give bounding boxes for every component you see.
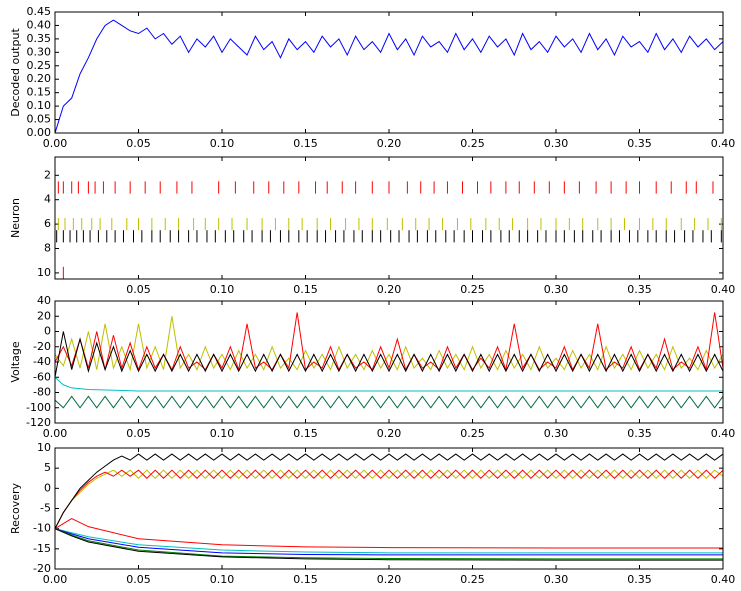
- y-axis-label: Voltage: [9, 341, 22, 382]
- y-tick-label: -60: [33, 370, 51, 383]
- line-series: [54, 528, 723, 560]
- x-tick-label: 0.15: [293, 283, 318, 296]
- x-tick-label: 0.05: [126, 283, 151, 296]
- y-tick-label: -5: [40, 502, 51, 515]
- x-tick-label: 0.10: [210, 137, 235, 150]
- x-tick-label: 0.25: [460, 283, 485, 296]
- x-tick-label: 0.25: [460, 573, 485, 586]
- line-series: [54, 312, 724, 372]
- y-tick-label: -15: [33, 542, 51, 555]
- x-tick-label: 0.25: [460, 137, 485, 150]
- y-tick-label: 0.45: [27, 5, 52, 18]
- x-tick-label: 0.35: [627, 427, 652, 440]
- x-tick-label: 0.40: [711, 427, 736, 440]
- x-tick-label: 0.35: [627, 137, 652, 150]
- line-series: [54, 518, 723, 549]
- x-tick-label: 0.00: [43, 137, 68, 150]
- y-tick-label: 4: [44, 193, 51, 206]
- line-series: [54, 469, 724, 529]
- x-tick-label: 0.30: [544, 573, 569, 586]
- x-tick-label: 0.40: [711, 573, 736, 586]
- x-tick-label: 0.05: [126, 427, 151, 440]
- y-tick-label: 0.00: [27, 126, 52, 139]
- x-tick-label: 0.35: [627, 283, 652, 296]
- x-tick-label: 0.25: [460, 427, 485, 440]
- x-tick-label: 0.05: [126, 573, 151, 586]
- y-tick-label: 0.25: [27, 59, 52, 72]
- y-tick-label: 0.15: [27, 86, 52, 99]
- x-tick-label: 0.30: [544, 137, 569, 150]
- line-series: [54, 19, 724, 134]
- y-axis-label: Neuron: [9, 198, 22, 238]
- x-tick-label: 0.10: [210, 283, 235, 296]
- y-tick-label: 20: [37, 309, 51, 322]
- x-tick-label: 0.00: [43, 427, 68, 440]
- plot-frame: [54, 156, 724, 280]
- y-tick-label: 40: [37, 294, 51, 307]
- plot-frame: [54, 447, 724, 570]
- plot-frame: [54, 300, 724, 424]
- y-tick-label: -20: [33, 340, 51, 353]
- y-tick-label: 5: [44, 461, 51, 474]
- y-tick-label: 0: [44, 325, 51, 338]
- y-tick-label: 0.05: [27, 113, 52, 126]
- x-tick-label: 0.40: [711, 137, 736, 150]
- y-tick-label: -80: [33, 386, 51, 399]
- x-tick-label: 0.30: [544, 283, 569, 296]
- x-tick-label: 0.00: [43, 573, 68, 586]
- x-tick-label: 0.15: [293, 573, 318, 586]
- y-tick-label: 6: [44, 217, 51, 230]
- y-tick-label: 8: [44, 242, 51, 255]
- x-tick-label: 0.10: [210, 573, 235, 586]
- y-tick-label: -100: [26, 401, 51, 414]
- x-tick-label: 0.40: [711, 283, 736, 296]
- y-tick-label: 0.10: [27, 99, 52, 112]
- y-tick-label: -120: [26, 416, 51, 429]
- y-tick-label: 10: [37, 266, 51, 279]
- line-series: [54, 331, 724, 378]
- y-tick-label: 0.30: [27, 45, 52, 58]
- line-series: [54, 453, 724, 529]
- y-tick-label: -40: [33, 355, 51, 368]
- y-tick-label: 0.20: [27, 72, 52, 85]
- y-tick-label: -10: [33, 522, 51, 535]
- y-tick-label: 10: [37, 441, 51, 454]
- y-tick-label: 0: [44, 481, 51, 494]
- y-tick-label: -20: [33, 562, 51, 575]
- y-tick-label: 0.40: [27, 18, 52, 31]
- line-series: [54, 316, 724, 372]
- line-series: [54, 395, 724, 409]
- line-series: [54, 469, 724, 529]
- line-series: [54, 528, 723, 556]
- y-tick-label: 2: [44, 168, 51, 181]
- x-tick-label: 0.35: [627, 573, 652, 586]
- x-tick-label: 0.15: [293, 427, 318, 440]
- line-series: [54, 376, 723, 392]
- line-series: [54, 528, 723, 561]
- x-tick-label: 0.10: [210, 427, 235, 440]
- y-axis-label: Decoded output: [9, 28, 22, 117]
- line-series: [54, 528, 723, 554]
- plot-frame: [54, 11, 724, 134]
- x-tick-label: 0.30: [544, 427, 569, 440]
- x-tick-label: 0.20: [377, 137, 402, 150]
- y-tick-label: 0.35: [27, 32, 52, 45]
- x-tick-label: 0.15: [293, 137, 318, 150]
- x-tick-label: 0.20: [377, 427, 402, 440]
- y-axis-label: Recovery: [9, 483, 22, 534]
- x-tick-label: 0.20: [377, 283, 402, 296]
- x-tick-label: 0.05: [126, 137, 151, 150]
- x-tick-label: 0.20: [377, 573, 402, 586]
